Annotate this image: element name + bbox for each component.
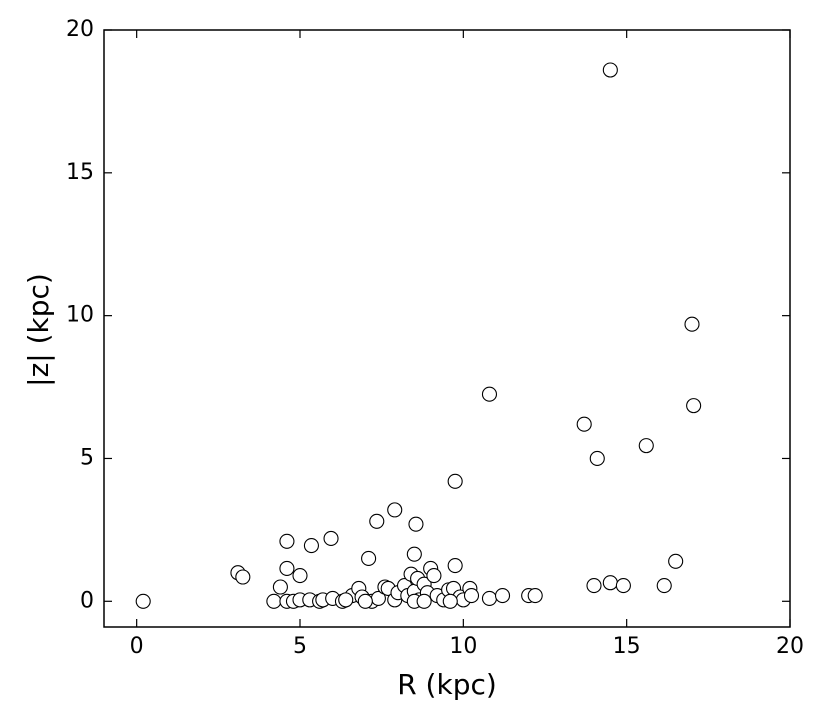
point <box>668 553 684 569</box>
y-axis-label: |z| (kpc) <box>22 273 55 387</box>
point <box>602 62 618 78</box>
point <box>586 578 602 594</box>
point <box>684 316 700 332</box>
point <box>272 579 288 595</box>
point <box>481 386 498 402</box>
point <box>235 569 251 585</box>
point <box>357 593 373 609</box>
x-axis-label: R (kpc) <box>397 668 497 701</box>
point <box>463 588 480 604</box>
point <box>638 438 654 454</box>
point <box>135 593 151 609</box>
point <box>442 593 458 609</box>
plot-frame <box>103 29 791 628</box>
point <box>338 592 354 608</box>
point <box>416 593 432 609</box>
point <box>656 578 672 594</box>
point <box>361 550 377 566</box>
y-tick-label: 10 <box>66 303 94 328</box>
x-tick-label: 20 <box>776 634 804 659</box>
point <box>602 575 618 591</box>
point <box>279 533 295 549</box>
x-tick-label: 15 <box>613 634 641 659</box>
point <box>481 590 498 606</box>
point <box>426 568 442 584</box>
y-tick-label: 20 <box>66 17 94 42</box>
point <box>494 588 511 604</box>
point <box>406 546 422 562</box>
point <box>266 593 282 609</box>
point <box>447 473 463 489</box>
point <box>369 513 385 529</box>
point <box>589 450 605 467</box>
point <box>323 530 339 546</box>
x-tick-label: 5 <box>293 634 307 659</box>
point <box>447 558 463 574</box>
point <box>387 502 403 518</box>
point <box>576 416 592 432</box>
point <box>279 560 295 576</box>
point <box>527 588 543 604</box>
point <box>408 516 424 532</box>
point <box>615 578 631 594</box>
y-tick-label: 15 <box>66 160 94 185</box>
point <box>686 398 702 414</box>
y-tick-label: 0 <box>80 588 94 613</box>
point <box>292 568 308 584</box>
x-tick-label: 0 <box>130 634 144 659</box>
y-tick-label: 5 <box>80 445 94 470</box>
point <box>303 538 319 554</box>
x-tick-label: 10 <box>449 634 477 659</box>
